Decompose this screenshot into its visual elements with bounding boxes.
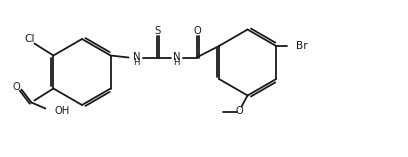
Text: O: O [194, 25, 202, 35]
Text: Cl: Cl [24, 33, 35, 43]
Text: O: O [236, 106, 244, 116]
Text: OH: OH [54, 106, 70, 116]
Text: O: O [13, 81, 20, 92]
Text: S: S [155, 25, 161, 35]
Text: N: N [133, 51, 140, 62]
Text: Br: Br [296, 41, 308, 51]
Text: H: H [133, 58, 140, 67]
Text: N: N [173, 51, 180, 62]
Text: H: H [173, 58, 180, 67]
